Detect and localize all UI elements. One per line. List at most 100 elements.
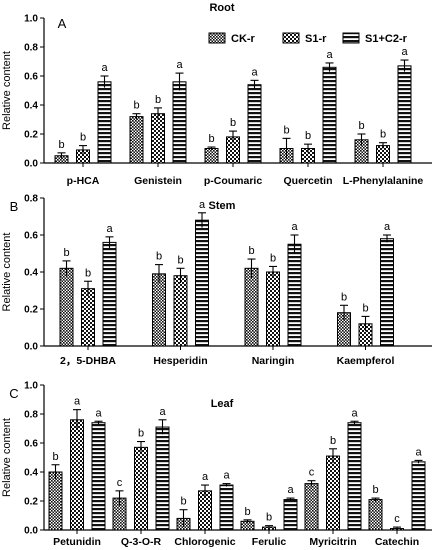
category-label: Myricitrin — [309, 536, 356, 548]
significance-label: c — [117, 477, 123, 489]
significance-label: a — [223, 470, 230, 482]
y-axis-label: Relative content — [1, 418, 13, 497]
bar — [411, 461, 426, 531]
bar — [304, 483, 319, 531]
bar — [155, 426, 170, 531]
significance-label: b — [372, 484, 378, 496]
significance-label: a — [251, 66, 258, 78]
significance-label: a — [287, 484, 294, 496]
y-tick-label: 0.8 — [24, 410, 38, 421]
panel-letter: A — [58, 16, 67, 31]
bar — [70, 419, 84, 531]
legend-label: S1+C2-r — [365, 33, 408, 45]
bar — [172, 81, 187, 164]
panel-letter: B — [10, 199, 19, 214]
significance-label: b — [156, 251, 162, 263]
significance-label: b — [330, 435, 336, 447]
category-label: Genistein — [134, 175, 182, 187]
category-label: Chlorogenic — [174, 536, 235, 548]
y-tick-label: 0.4 — [24, 101, 38, 112]
category-label: Naringin — [252, 355, 295, 367]
category-label: Kaempferol — [337, 355, 395, 367]
bar — [81, 288, 95, 347]
significance-label: a — [351, 407, 358, 419]
panel-letter: C — [9, 386, 18, 401]
bar — [198, 490, 212, 531]
legend-swatch — [282, 32, 300, 44]
bar — [347, 422, 362, 531]
significance-label: b — [155, 94, 161, 106]
category-label: Catechin — [375, 536, 419, 548]
significance-label: a — [384, 221, 391, 233]
bar — [219, 484, 234, 531]
significance-label: a — [326, 49, 333, 61]
panel-a: 0.0 0.2 0.4 0.6 0.8 1.0 Relative content Root Ap… — [1, 2, 432, 187]
y-tick-label: 0.4 — [24, 268, 38, 279]
significance-label: a — [106, 223, 113, 235]
significance-label: c — [309, 467, 315, 479]
category-label: p-HCA — [67, 175, 100, 187]
significance-label: a — [415, 446, 422, 458]
bar — [195, 219, 209, 347]
significance-label: b — [358, 120, 364, 132]
category-label: Q-3-O-R — [121, 536, 162, 548]
panel-c: 0.0 0.2 0.4 0.6 0.8 1.0 Relative content Leaf C P… — [1, 381, 432, 548]
significance-label: a — [95, 407, 102, 419]
significance-label: b — [248, 245, 254, 257]
legend-label: CK-r — [231, 33, 256, 45]
y-axis-label: Relative content — [1, 51, 13, 130]
legend-item: S1+C2-r — [342, 32, 408, 45]
bar — [134, 446, 148, 531]
significance-label: b — [230, 117, 236, 129]
significance-label: b — [52, 451, 58, 463]
bar — [129, 116, 144, 164]
panel-title: Stem — [209, 200, 236, 212]
significance-label: a — [159, 406, 166, 418]
y-tick-label: 0.2 — [24, 130, 38, 141]
category-label: 2，5-DHBA — [60, 355, 116, 367]
significance-label: b — [138, 428, 144, 440]
significance-label: a — [176, 59, 183, 71]
bar — [244, 267, 259, 347]
panel-title: Root — [209, 2, 234, 14]
significance-label: b — [180, 496, 186, 508]
significance-label: a — [202, 471, 209, 483]
significance-label: b — [266, 512, 272, 524]
bar — [287, 243, 302, 347]
significance-label: b — [305, 130, 311, 142]
y-tick-label: 0.2 — [24, 305, 38, 316]
significance-label: a — [101, 62, 108, 74]
significance-label: a — [199, 199, 206, 211]
bar — [151, 113, 165, 164]
category-label: Petunidin — [53, 536, 101, 548]
bar — [283, 499, 298, 531]
bar — [247, 84, 262, 164]
y-tick-label: 0.6 — [24, 72, 38, 83]
bar — [397, 65, 412, 164]
bar — [91, 422, 106, 531]
bar — [48, 471, 63, 531]
bar — [97, 81, 112, 164]
significance-label: b — [177, 254, 183, 266]
significance-label: b — [283, 124, 289, 136]
significance-label: b — [380, 129, 386, 141]
significance-label: c — [394, 513, 400, 525]
significance-label: a — [74, 396, 81, 408]
legend-swatch — [342, 32, 360, 44]
y-tick-label: 1.0 — [24, 381, 38, 392]
significance-label: a — [401, 46, 408, 58]
significance-label: b — [133, 100, 139, 112]
significance-label: b — [58, 139, 64, 151]
significance-label: b — [208, 133, 214, 145]
legend-swatch — [208, 32, 226, 44]
y-tick-label: 0.4 — [24, 468, 38, 479]
bar — [173, 275, 188, 347]
bar — [380, 238, 394, 347]
y-tick-label: 0.2 — [24, 497, 38, 508]
y-tick-label: 0.8 — [24, 194, 38, 205]
significance-label: b — [80, 132, 86, 144]
y-tick-label: 1.0 — [24, 14, 38, 25]
legend-item: S1-r — [282, 32, 327, 45]
category-label: Hesperidin — [153, 355, 207, 367]
